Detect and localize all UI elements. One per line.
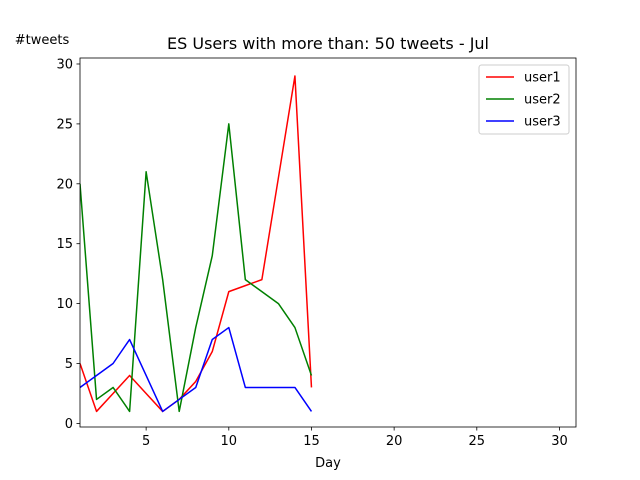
chart-title: ES Users with more than: 50 tweets - Jul bbox=[167, 34, 489, 53]
x-axis-label: Day bbox=[315, 456, 341, 471]
x-tick-label: 10 bbox=[221, 434, 238, 449]
x-tick-label: 20 bbox=[386, 434, 403, 449]
y-tick-label: 15 bbox=[56, 237, 73, 252]
axis-ticks: 5 10 15 20 25 30 0 5 10 15 20 25 30 bbox=[56, 57, 567, 449]
x-tick-label: 15 bbox=[303, 434, 320, 449]
series-line-user3 bbox=[80, 326, 313, 413]
y-axis-label: #tweets bbox=[15, 33, 70, 48]
series-line-user2 bbox=[80, 123, 313, 413]
y-tick-label: 25 bbox=[56, 117, 73, 132]
y-tick-label: 10 bbox=[56, 297, 73, 312]
legend-label-user3: user3 bbox=[524, 115, 561, 130]
y-tick-label: 0 bbox=[65, 417, 73, 432]
legend-box bbox=[478, 64, 570, 135]
legend: user1 user2 user3 bbox=[478, 64, 570, 135]
x-tick-label: 5 bbox=[142, 434, 150, 449]
series-line-user1 bbox=[80, 75, 313, 413]
legend-label-user1: user1 bbox=[524, 71, 561, 86]
plot-frame bbox=[79, 57, 577, 428]
y-tick-label: 20 bbox=[56, 177, 73, 192]
x-tick-label: 30 bbox=[551, 434, 568, 449]
plot-area bbox=[79, 57, 577, 428]
x-tick-label: 25 bbox=[469, 434, 486, 449]
y-tick-label: 5 bbox=[65, 357, 73, 372]
legend-label-user2: user2 bbox=[524, 93, 561, 108]
y-tick-label: 30 bbox=[56, 57, 73, 72]
